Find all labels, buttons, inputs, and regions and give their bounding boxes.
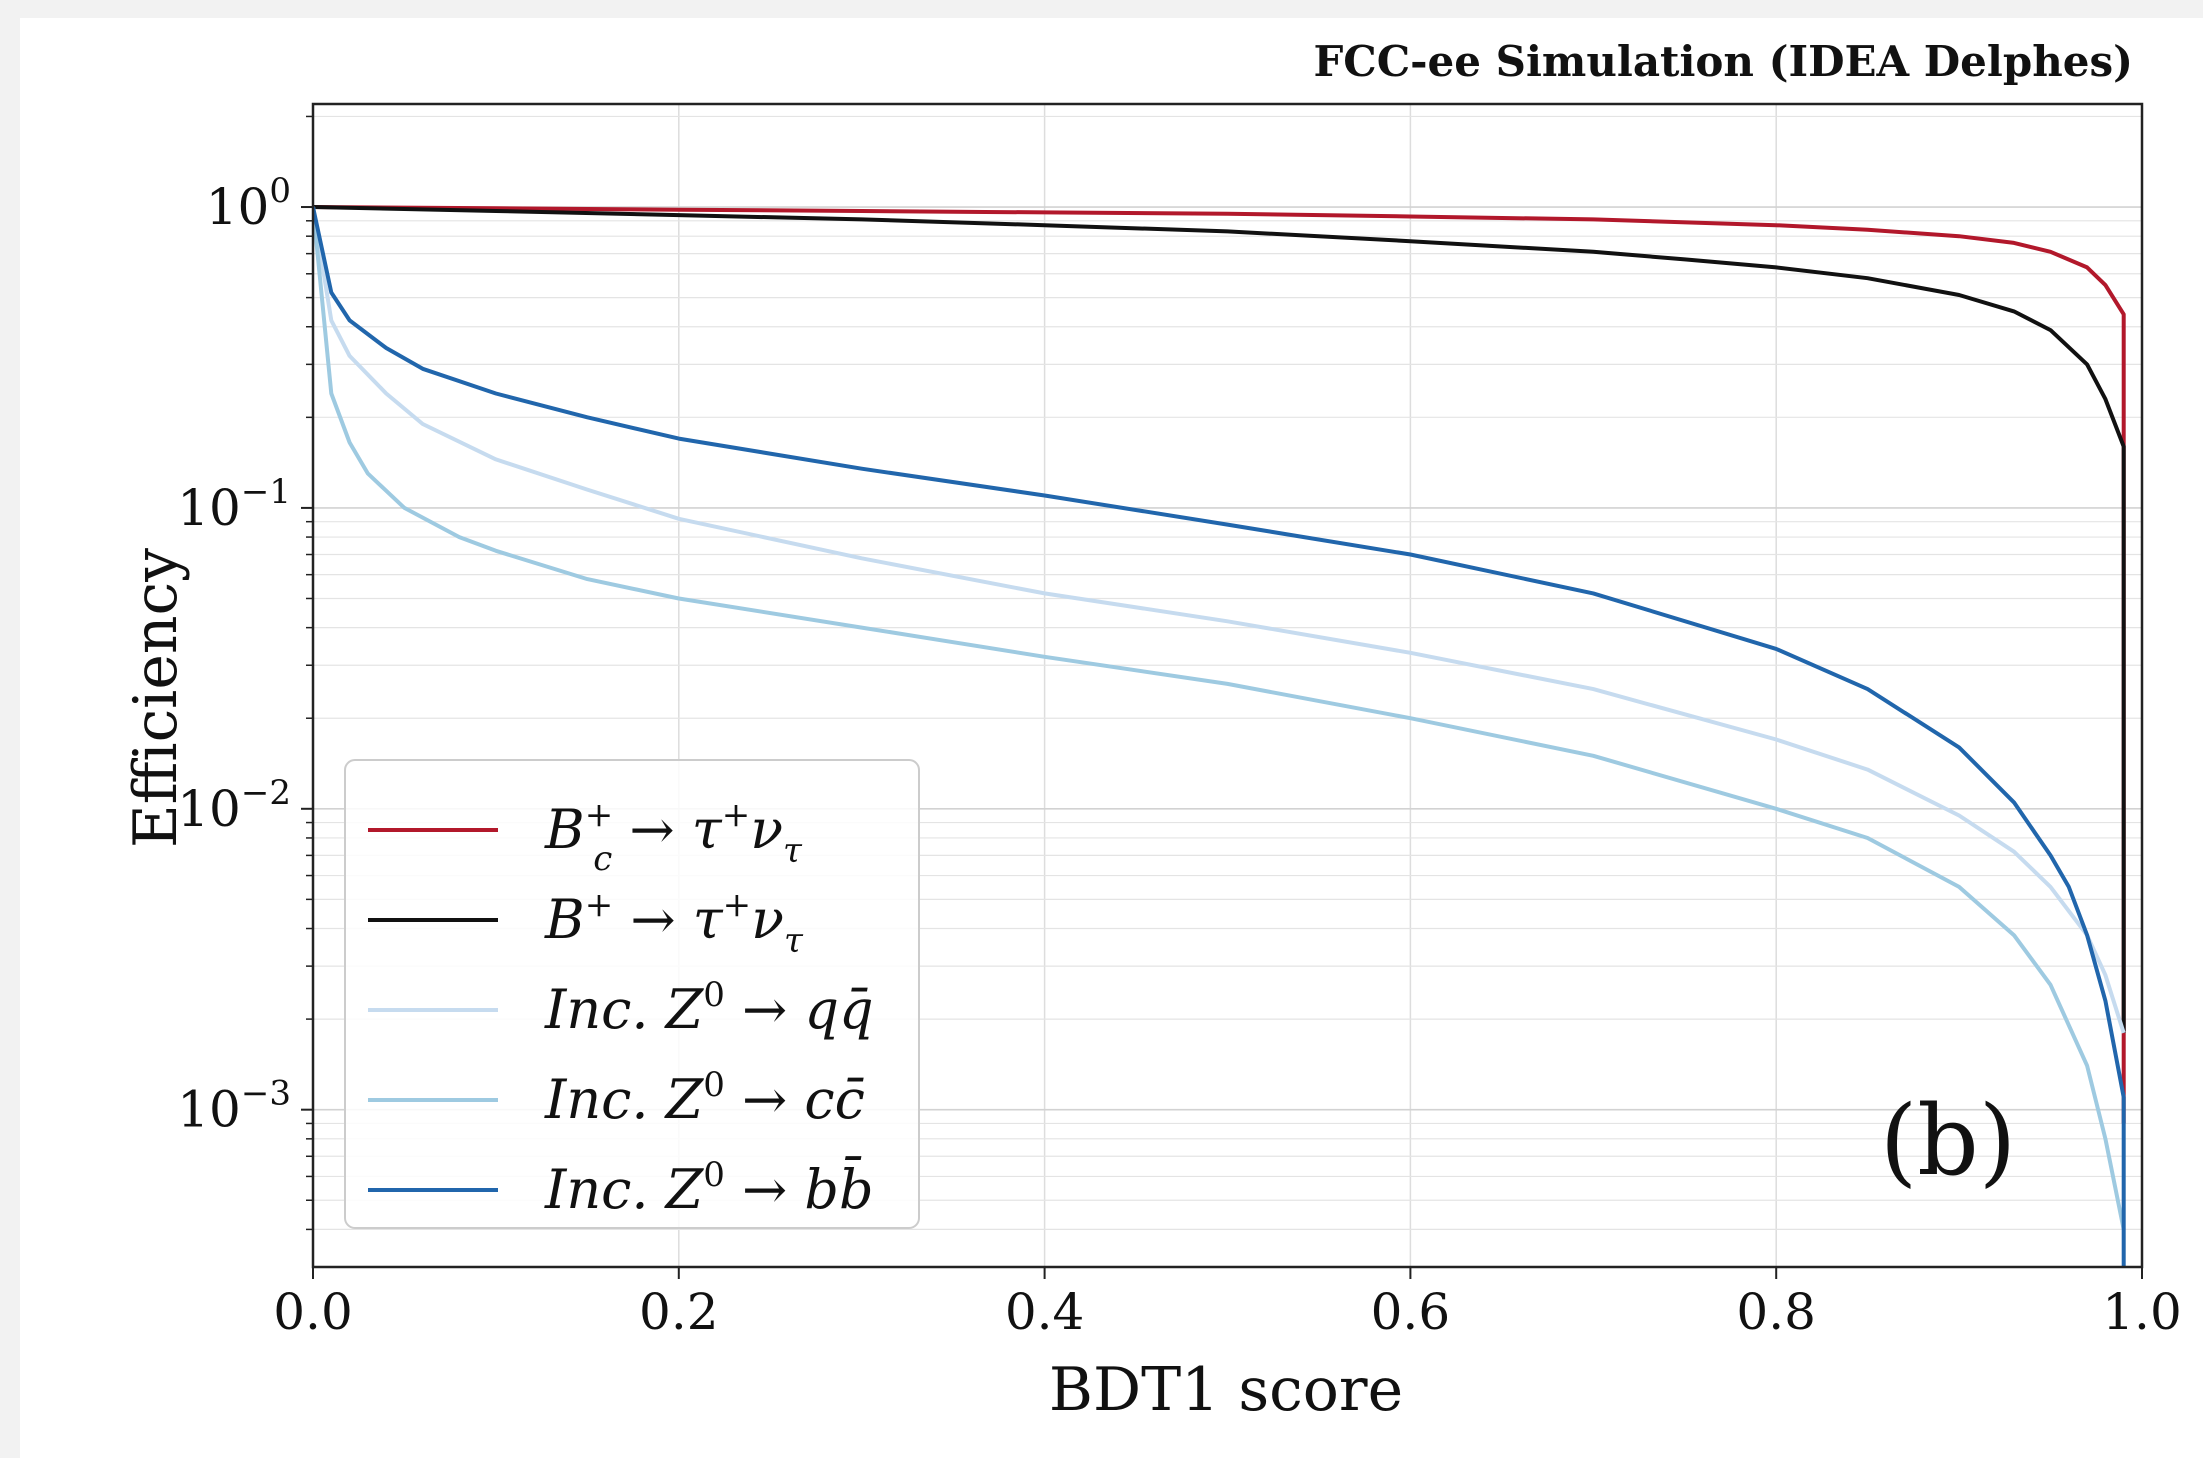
x-tick-label: 0.4	[1005, 1283, 1085, 1341]
plot-frame	[311, 102, 2144, 1269]
series-line-2	[313, 205, 2126, 1033]
series-lines	[313, 205, 2126, 1267]
legend-label-1: B+ c → τ+ντ	[544, 795, 803, 879]
legend-label-4: Inc. Z0 → cc̄	[544, 1065, 865, 1131]
y-axis-label: Efficiency	[121, 548, 191, 848]
x-tick-label: 0.0	[273, 1283, 353, 1341]
legend: B+ c → τ+ντB+ → τ+ντ Inc. Z0 → qq̄ Inc. Z0 …	[344, 759, 920, 1229]
y-tick-label: 10−3	[177, 1074, 291, 1139]
legend-items: B+ c → τ+ντB+ → τ+ντ Inc. Z0 → qq̄ Inc. Z0 …	[368, 795, 874, 1221]
chart-title: FCC-ee Simulation (IDEA Delphes)	[1313, 37, 2133, 86]
legend-box	[344, 759, 920, 1229]
efficiency-chart: 0.0 0.2 0.4 0.6 0.8 1.0 100 10−1 10−2 10−3 FCC-ee…	[121, 37, 2182, 1425]
legend-label-5: Inc. Z0 → bb̄	[544, 1155, 874, 1221]
x-tick-label: 0.8	[1736, 1283, 1816, 1341]
legend-label-2: B+ → τ+ντ	[544, 885, 804, 961]
y-tick-label: 10−2	[177, 773, 291, 838]
legend-label-3: Inc. Z0 → qq̄	[544, 975, 874, 1041]
series-line-5	[313, 206, 2126, 1267]
y-tick-label: 10−1	[177, 472, 291, 537]
figure: 0.0 0.2 0.4 0.6 0.8 1.0 100 10−1 10−2 10−3 FCC-ee…	[20, 18, 2203, 1458]
x-tick-label: 1.0	[2102, 1283, 2182, 1341]
panel-label: (b)	[1880, 1085, 2016, 1197]
series-line-4	[313, 206, 2126, 1230]
x-tick-label: 0.6	[1371, 1283, 1451, 1341]
ticks: 0.0 0.2 0.4 0.6 0.8 1.0 100 10−1 10−2 10−3	[177, 115, 2182, 1341]
x-tick-label: 0.2	[639, 1283, 719, 1341]
series-line-3	[313, 206, 2126, 1034]
series-line-1	[313, 205, 2126, 1124]
y-tick-label: 100	[206, 171, 291, 236]
x-axis-label: BDT1 score	[1049, 1355, 1403, 1425]
